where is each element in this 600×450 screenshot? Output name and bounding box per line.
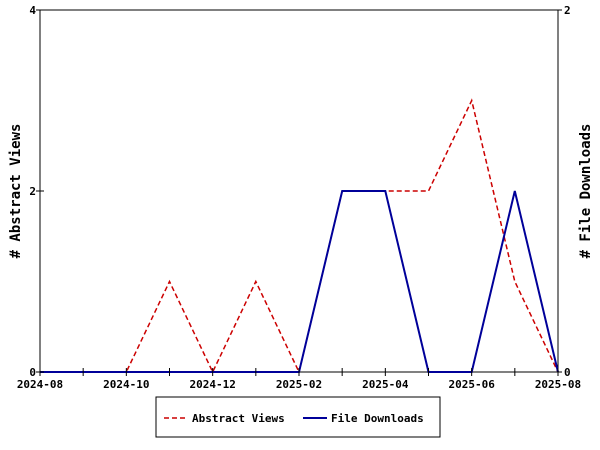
y-right-tick-label: 2: [564, 4, 571, 17]
series-line-abstract-views: [40, 98, 559, 375]
x-tick-label: 2025-06: [448, 378, 495, 391]
y-left-tick-label: 0: [29, 366, 36, 379]
x-tick-label: 2024-12: [189, 378, 235, 391]
legend-label-file-downloads: File Downloads: [331, 412, 424, 425]
y-axis-left-title: # Abstract Views: [8, 124, 24, 259]
legend-label-abstract-views: Abstract Views: [192, 412, 285, 425]
y-axis-right-title: # File Downloads: [578, 124, 594, 259]
x-tick-label: 2025-04: [362, 378, 409, 391]
y-left-tick-label: 2: [29, 185, 36, 198]
y-right-tick-label: 0: [564, 366, 571, 379]
x-tick-label: 2025-02: [276, 378, 322, 391]
plot-border: [39, 9, 559, 373]
plot-area: [39, 9, 559, 373]
x-tick-label: 2025-08: [535, 378, 581, 391]
x-tick-label: 2024-10: [103, 378, 149, 391]
x-tick-label: 2024-08: [17, 378, 63, 391]
legend: Abstract Views File Downloads: [155, 396, 441, 438]
legend-box: [155, 396, 441, 438]
y-left-tick-label: 4: [29, 4, 36, 17]
axes-layer: 2024-08 2024-10 2024-12 2025-02 2025-04 2025-…: [17, 4, 581, 391]
